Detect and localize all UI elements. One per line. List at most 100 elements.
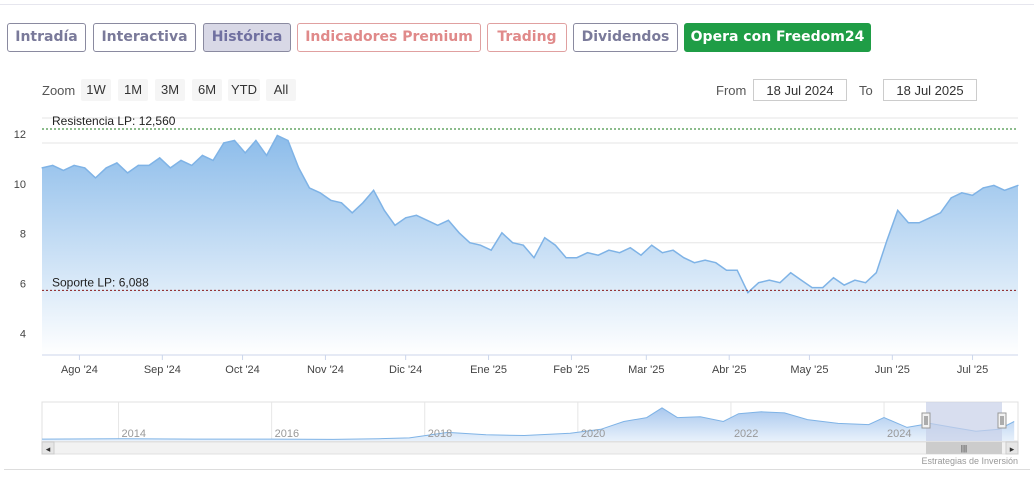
- navigator-year-label: 2014: [122, 428, 146, 440]
- x-tick-label: Jun '25: [875, 364, 910, 376]
- data-point: [469, 242, 471, 244]
- data-point: [159, 157, 161, 159]
- x-tick-label: May '25: [790, 364, 828, 376]
- data-point: [308, 187, 310, 189]
- data-point: [982, 187, 984, 189]
- navigator-selection[interactable]: [926, 402, 1002, 441]
- price-line: [41, 134, 1019, 294]
- tab-trading[interactable]: Trading: [487, 23, 567, 52]
- zoom-button-6m[interactable]: 6M: [192, 79, 222, 101]
- y-axis: 4 6 8 10 12: [14, 129, 26, 341]
- data-point: [479, 244, 482, 246]
- data-point: [383, 209, 385, 211]
- y-tick-label: 12: [14, 129, 26, 141]
- x-tick-label: Mar '25: [628, 364, 664, 376]
- scrollbar-thumb[interactable]: [926, 442, 1002, 454]
- tab-indicadores-premium[interactable]: Indicadores Premium: [297, 23, 481, 52]
- data-point: [405, 217, 407, 219]
- x-tick-label: Ene '25: [470, 364, 507, 376]
- data-point: [458, 232, 460, 234]
- scrollbar-track[interactable]: [41, 441, 1019, 455]
- zoom-button-1w[interactable]: 1W: [81, 79, 111, 101]
- data-point: [340, 202, 343, 204]
- data-point: [287, 139, 289, 142]
- data-point: [362, 202, 364, 204]
- level-label: Resistencia LP: 12,560: [52, 114, 176, 128]
- data-point: [447, 219, 449, 221]
- data-point: [394, 224, 396, 226]
- tab-interactiva[interactable]: Interactiva: [93, 23, 196, 52]
- data-point: [619, 252, 621, 254]
- zoom-button-3m[interactable]: 3M: [155, 79, 185, 101]
- to-date-input[interactable]: 18 Jul 2025: [883, 79, 977, 101]
- data-point: [608, 249, 610, 251]
- from-date-input[interactable]: 18 Jul 2024: [753, 79, 847, 101]
- data-point: [629, 247, 631, 249]
- x-axis: Ago '24 Sep '24 Oct '24 Nov '24 Dic '24 Ene '…: [42, 354, 1018, 376]
- level-annotations: Resistencia LP: 12,560 Soporte LP: 6,088: [42, 114, 1018, 291]
- data-point: [426, 219, 428, 221]
- data-point: [790, 272, 792, 274]
- data-point: [897, 209, 899, 211]
- tab-histórica[interactable]: Histórica: [203, 23, 291, 52]
- data-point: [437, 224, 439, 226]
- navigator-year-label: 2020: [581, 428, 605, 440]
- scroll-left-button[interactable]: [41, 441, 55, 455]
- navigator-year-label: 2022: [734, 428, 758, 440]
- data-point: [586, 252, 589, 254]
- data-point: [73, 164, 75, 166]
- data-point: [747, 292, 749, 294]
- data-point: [127, 172, 129, 174]
- zoom-button-ytd[interactable]: YTD: [228, 79, 260, 101]
- data-point: [651, 244, 653, 246]
- x-tick-label: Nov '24: [307, 364, 344, 376]
- data-point: [137, 164, 139, 166]
- tab-opera-con-freedom24[interactable]: Opera con Freedom24: [684, 23, 871, 52]
- data-point: [62, 169, 64, 171]
- data-point: [191, 164, 193, 166]
- data-point: [330, 199, 332, 201]
- data-point: [768, 279, 770, 281]
- data-point: [918, 222, 920, 224]
- from-label: From: [716, 83, 747, 98]
- data-point: [501, 232, 503, 234]
- area-fill: [42, 135, 1018, 355]
- data-point: [415, 214, 417, 216]
- data-point: [1004, 189, 1006, 191]
- data-point: [993, 184, 995, 186]
- navigator[interactable]: 2014 2016 2018 2020 2022 2024 ◂ ▸ |||: [41, 401, 1019, 455]
- data-point: [84, 167, 86, 169]
- navigator-year-label: 2018: [428, 428, 452, 440]
- data-point: [683, 257, 685, 259]
- data-point: [640, 254, 642, 256]
- bottom-divider: [4, 469, 1030, 470]
- data-point: [597, 254, 599, 256]
- data-point: [779, 282, 781, 284]
- scroll-right-button[interactable]: [1005, 441, 1019, 455]
- scroll-right-arrow-icon: ▸: [1010, 444, 1015, 454]
- data-point: [565, 257, 567, 259]
- chart-credit: Estrategias de Inversión: [921, 456, 1018, 466]
- x-tick-label: Jul '25: [957, 364, 988, 376]
- data-point: [886, 239, 888, 241]
- data-point: [576, 257, 578, 259]
- data-point: [266, 154, 268, 156]
- data-point: [554, 244, 557, 246]
- data-point: [533, 257, 535, 259]
- zoom-label: Zoom: [42, 83, 76, 98]
- zoom-button-all[interactable]: All: [266, 79, 296, 101]
- tab-intradía[interactable]: Intradía: [7, 23, 86, 52]
- data-point: [929, 217, 931, 219]
- data-point: [854, 279, 856, 281]
- navigator-handle-left[interactable]: [921, 412, 931, 429]
- scrollbar-grip-icon: |||: [961, 444, 967, 453]
- navigator-handle-right[interactable]: [997, 412, 1007, 429]
- data-point: [351, 212, 353, 214]
- data-point: [971, 194, 974, 196]
- navigator-year-label: 2016: [275, 428, 299, 440]
- data-point: [907, 222, 910, 224]
- zoom-button-1m[interactable]: 1M: [118, 79, 148, 101]
- scroll-left-arrow-icon: ◂: [46, 444, 51, 454]
- data-point: [319, 192, 321, 194]
- tab-dividendos[interactable]: Dividendos: [573, 23, 678, 52]
